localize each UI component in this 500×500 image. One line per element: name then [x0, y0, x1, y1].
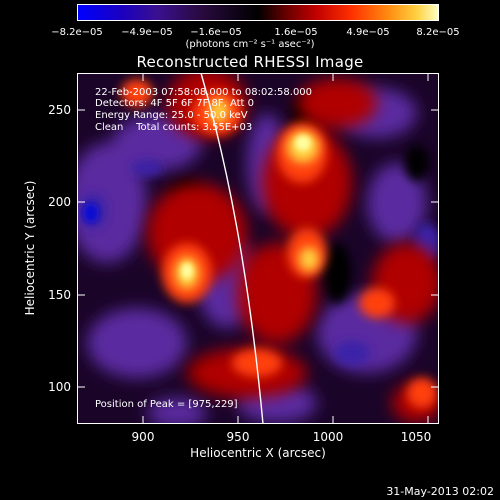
x-tick-label: 1000: [312, 430, 344, 444]
colorbar-tick-label: −1.6e−05: [190, 27, 242, 38]
x-tick-label: 900: [131, 430, 155, 444]
y-tick-label: 200: [48, 195, 71, 209]
image-title: Reconstructed RHESSI Image: [136, 53, 364, 71]
x-tick-label: 1050: [400, 430, 432, 444]
colorbar-tick-label: −8.2e−05: [51, 27, 103, 38]
colorbar-tick-label: 8.2e−05: [416, 27, 460, 38]
x-axis-label: Heliocentric X (arcsec): [190, 446, 326, 460]
colorbar-tick-label: 4.9e−05: [346, 27, 390, 38]
info-detectors: Detectors: 4F 5F 6F 7F 8F, Att 0: [95, 98, 255, 109]
rhessi-image: [77, 73, 439, 424]
footer-timestamp: 31-May-2013 02:02: [386, 485, 494, 498]
colorbar-tick-label: 1.6e−05: [274, 27, 318, 38]
y-axis-label: Heliocentric Y (arcsec): [23, 180, 37, 316]
colorbar-tick-label: −4.9e−05: [121, 27, 173, 38]
colorbar: [77, 4, 439, 21]
y-tick-label: 250: [48, 103, 71, 117]
rhessi-image-canvas: [77, 73, 439, 424]
info-peak-position: Position of Peak = [975,229]: [95, 399, 238, 410]
solar-limb-line: [200, 73, 264, 424]
y-tick-label: 100: [48, 380, 71, 394]
x-tick-label: 950: [226, 430, 250, 444]
y-tick-label: 150: [48, 288, 71, 302]
colorbar-units: (photons cm⁻² s⁻¹ asec⁻²): [185, 39, 315, 50]
info-clean-counts: Clean Total counts: 3.55E+03: [95, 122, 253, 133]
info-time-range: 22-Feb-2003 07:58:08.000 to 08:02:58.000: [95, 87, 313, 98]
info-energy-range: Energy Range: 25.0 - 50.0 keV: [95, 110, 248, 121]
